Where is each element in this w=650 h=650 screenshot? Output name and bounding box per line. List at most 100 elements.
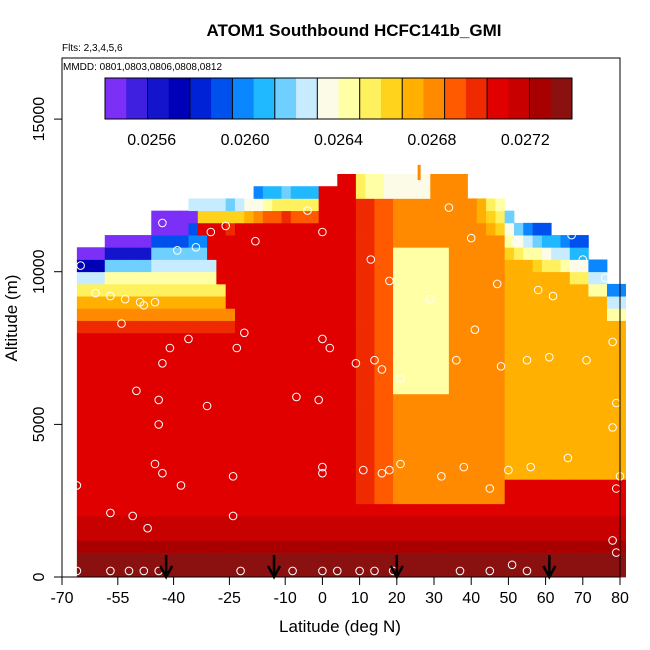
heatmap-cell: [76, 528, 87, 541]
heatmap-cell: [290, 406, 301, 419]
heatmap-cell: [346, 479, 357, 492]
heatmap-cell: [560, 369, 571, 383]
heatmap-cell: [588, 540, 599, 553]
heatmap-cell: [272, 222, 282, 236]
heatmap-cell: [262, 418, 273, 431]
heatmap-cell: [95, 369, 106, 383]
heatmap-cell: [123, 503, 134, 517]
heatmap-cell: [346, 406, 357, 419]
heatmap-cell: [579, 296, 589, 309]
heatmap-cell: [114, 296, 124, 309]
heatmap-cell: [179, 515, 189, 529]
heatmap-cell: [504, 271, 515, 285]
heatmap-cell: [402, 503, 413, 517]
heatmap-cell: [337, 381, 347, 395]
heatmap-cell: [169, 564, 180, 578]
heatmap-cell: [216, 210, 227, 224]
heatmap-cell: [132, 430, 143, 444]
heatmap-cell: [76, 540, 87, 553]
heatmap-cell: [309, 210, 320, 224]
observation-point: [106, 508, 115, 518]
heatmap-cell: [216, 332, 227, 346]
heatmap-cell: [383, 174, 394, 187]
heatmap-cell: [374, 174, 385, 187]
heatmap-cell: [114, 271, 124, 285]
heatmap-cell: [141, 442, 152, 456]
heatmap-cell: [290, 296, 301, 309]
heatmap-cell: [597, 320, 608, 334]
heatmap-cell: [420, 320, 431, 334]
heatmap-cell: [476, 344, 487, 358]
heatmap-cell: [244, 283, 254, 297]
heatmap-cell: [541, 491, 552, 505]
heatmap-cell: [234, 552, 245, 566]
heatmap-cell: [588, 552, 599, 566]
heatmap-cell: [365, 271, 375, 285]
heatmap-cell: [253, 442, 264, 456]
heatmap-cell: [244, 271, 254, 285]
heatmap-cell: [495, 503, 506, 517]
heatmap-cell: [86, 271, 96, 285]
observation-point: [240, 328, 249, 338]
heatmap-cell: [532, 528, 543, 541]
heatmap-cell: [588, 271, 599, 285]
colorbar-cell: [487, 78, 509, 119]
heatmap-cell: [430, 235, 440, 248]
heatmap-cell: [95, 406, 106, 419]
heatmap-cell: [513, 381, 524, 395]
heatmap-cell: [597, 332, 608, 346]
heatmap-cell: [337, 369, 347, 383]
heatmap-cell: [495, 528, 506, 541]
heatmap-cell: [569, 479, 580, 492]
heatmap-cell: [439, 393, 450, 407]
heatmap-cell: [95, 503, 106, 517]
heatmap-cell: [476, 418, 487, 431]
heatmap-cell: [541, 430, 552, 444]
heatmap-cell: [169, 418, 180, 431]
heatmap-cell: [86, 430, 96, 444]
heatmap-cell: [244, 430, 254, 444]
heatmap-cell: [76, 344, 87, 358]
heatmap-cell: [188, 467, 199, 480]
heatmap-cell: [476, 540, 487, 553]
heatmap-cell: [597, 283, 608, 297]
heatmap-cell: [532, 418, 543, 431]
heatmap-cell: [188, 271, 199, 285]
heatmap-cell: [309, 198, 320, 212]
heatmap-cell: [355, 210, 366, 224]
heatmap-cell: [523, 320, 533, 334]
heatmap-cell: [327, 564, 338, 578]
heatmap-cell: [272, 235, 282, 248]
heatmap-cell: [207, 454, 217, 468]
heatmap-cell: [467, 430, 478, 444]
heatmap-cell: [569, 369, 580, 383]
heatmap-cell: [281, 344, 292, 358]
heatmap-cell: [393, 332, 403, 346]
heatmap-cell: [513, 540, 524, 553]
heatmap-cell: [439, 308, 450, 321]
heatmap-cell: [523, 344, 533, 358]
heatmap-cell: [523, 332, 533, 346]
heatmap-cell: [309, 357, 320, 370]
heatmap-cell: [76, 491, 87, 505]
observation-point: [128, 511, 137, 521]
heatmap-cell: [597, 406, 608, 419]
heatmap-cell: [234, 271, 245, 285]
heatmap-cell: [495, 198, 506, 212]
heatmap-cell: [207, 467, 217, 480]
heatmap-cell: [476, 442, 487, 456]
heatmap-cell: [290, 491, 301, 505]
heatmap-cell: [569, 418, 580, 431]
observation-point: [548, 291, 558, 301]
heatmap-cell: [132, 381, 143, 395]
heatmap-cell: [374, 259, 385, 273]
heatmap-cell: [337, 344, 347, 358]
heatmap-cell: [281, 247, 292, 260]
heatmap-cell: [309, 552, 320, 566]
heatmap-cell: [383, 540, 394, 553]
heatmap-cell: [393, 479, 403, 492]
heatmap-cell: [318, 320, 329, 334]
heatmap-cell: [337, 393, 347, 407]
observation-points: [72, 203, 625, 576]
heatmap-cell: [169, 552, 180, 566]
